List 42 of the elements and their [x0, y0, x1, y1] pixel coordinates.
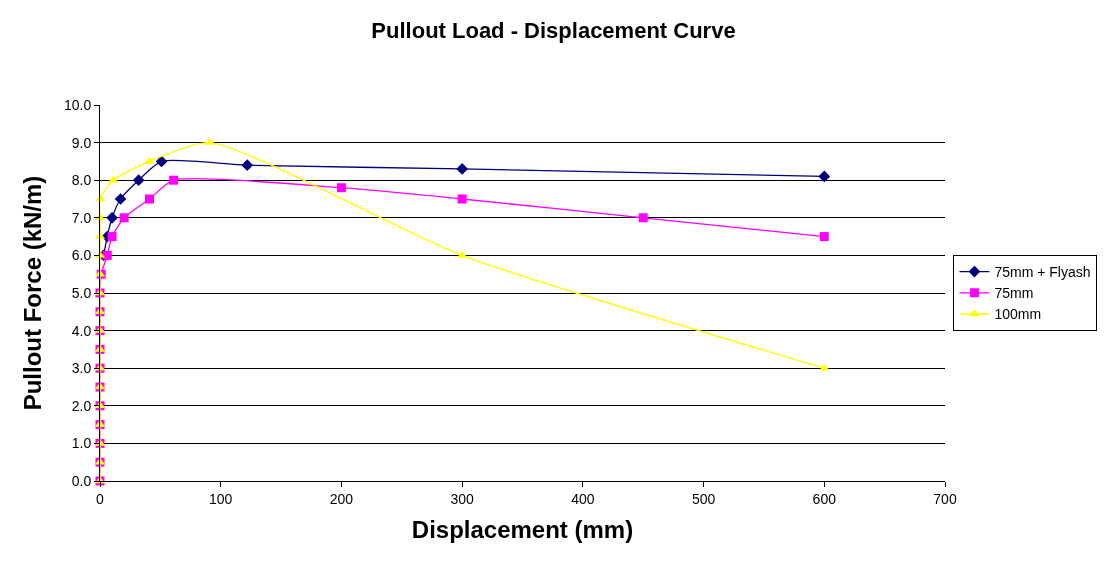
- x-axis-title: Displacement (mm): [411, 516, 634, 544]
- y-tick-label: 8.0: [71, 172, 92, 189]
- x-tick-label: 700: [933, 490, 957, 507]
- x-tick-label: 200: [329, 490, 354, 507]
- point: [107, 232, 117, 242]
- x-tick-label: 600: [812, 490, 837, 507]
- x-tick-label: 500: [691, 490, 716, 507]
- chart-title: Pullout Load - Displacement Curve: [371, 18, 736, 44]
- legend-label: 75mm: [994, 285, 1034, 302]
- point: [106, 211, 118, 224]
- point: [336, 183, 346, 193]
- point: [169, 175, 179, 185]
- point: [132, 174, 145, 187]
- y-tick-label: 0.0: [71, 472, 92, 489]
- legend-label: 75mm + Flyash: [994, 264, 1091, 281]
- x-tick-label: 400: [571, 490, 595, 507]
- point: [114, 193, 127, 205]
- y-tick-label: 3.0: [71, 360, 92, 377]
- point: [818, 170, 831, 183]
- x-tick-label: 100: [209, 490, 233, 507]
- legend-label: 100mm: [994, 306, 1042, 323]
- point: [144, 156, 155, 164]
- y-tick-label: 7.0: [71, 209, 92, 226]
- y-tick-label: 5.0: [71, 284, 92, 301]
- y-tick-label: 10.0: [63, 96, 92, 113]
- point: [457, 194, 467, 204]
- point: [456, 163, 468, 175]
- point: [638, 213, 648, 223]
- point: [102, 250, 112, 260]
- y-axis-title: Pullout Force (kN/m): [19, 175, 47, 411]
- y-tick-label: 4.0: [71, 322, 92, 339]
- y-tick-label: 2.0: [71, 397, 92, 414]
- point: [144, 194, 154, 204]
- point: [155, 155, 168, 168]
- x-tick-label: 0: [96, 490, 105, 507]
- point: [819, 232, 829, 242]
- y-tick-label: 1.0: [71, 435, 92, 452]
- y-tick-label: 9.0: [71, 134, 92, 151]
- x-tick-label: 300: [450, 490, 475, 507]
- point: [119, 213, 129, 223]
- point: [241, 159, 254, 172]
- y-tick-label: 6.0: [71, 247, 92, 264]
